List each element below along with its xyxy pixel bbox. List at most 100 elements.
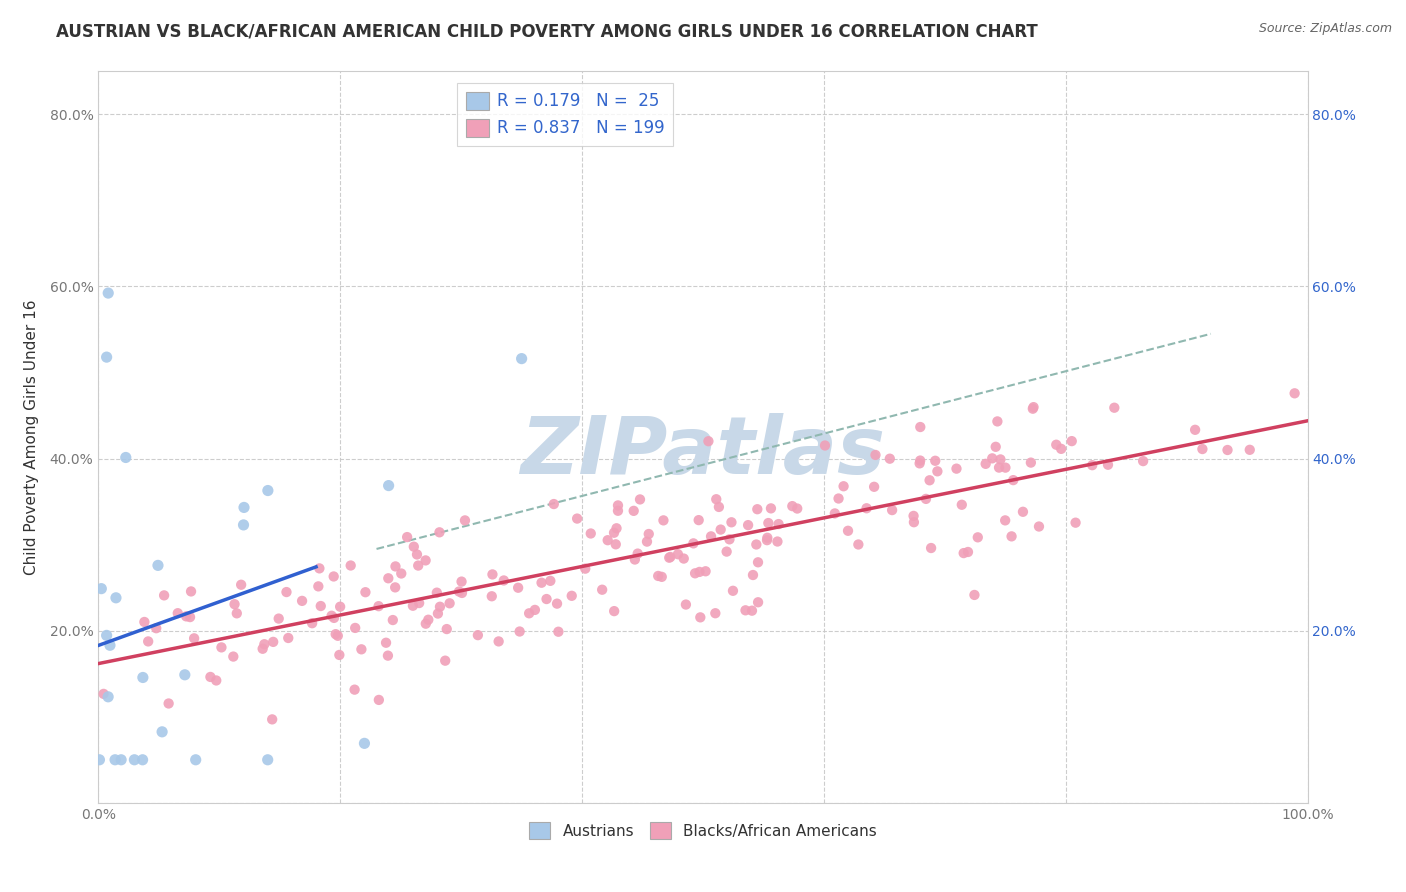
Point	[1216, 442, 1239, 457]
Point	[950, 498, 973, 512]
Point	[150, 724, 173, 739]
Point	[716, 544, 738, 558]
Y-axis label: Child Poverty Among Girls Under 16: Child Poverty Among Girls Under 16	[24, 300, 38, 574]
Point	[603, 604, 626, 618]
Point	[710, 523, 733, 537]
Point	[97, 286, 120, 301]
Point	[720, 516, 742, 530]
Point	[591, 582, 613, 597]
Point	[136, 634, 159, 648]
Point	[579, 526, 602, 541]
Point	[436, 622, 458, 636]
Point	[988, 460, 1011, 475]
Point	[209, 640, 232, 655]
Point	[1060, 434, 1083, 449]
Point	[530, 575, 553, 590]
Point	[231, 578, 253, 592]
Point	[450, 574, 472, 589]
Point	[131, 753, 153, 767]
Point	[546, 597, 568, 611]
Point	[492, 574, 515, 588]
Point	[607, 504, 630, 518]
Point	[747, 595, 769, 609]
Point	[439, 596, 461, 610]
Point	[966, 530, 988, 544]
Point	[233, 500, 256, 515]
Point	[846, 537, 869, 551]
Point	[508, 581, 530, 595]
Point	[984, 440, 1007, 454]
Point	[96, 628, 118, 642]
Point	[879, 451, 901, 466]
Point	[488, 634, 510, 648]
Point	[225, 607, 247, 621]
Point	[700, 529, 723, 543]
Legend: Austrians, Blacks/African Americans: Austrians, Blacks/African Americans	[522, 814, 884, 847]
Point	[1104, 401, 1126, 415]
Point	[257, 483, 280, 498]
Point	[1081, 458, 1104, 473]
Point	[652, 513, 675, 527]
Point	[683, 566, 706, 581]
Text: ZIPatlas: ZIPatlas	[520, 413, 886, 491]
Point	[603, 525, 626, 540]
Point	[672, 551, 695, 566]
Point	[786, 501, 808, 516]
Point	[745, 537, 768, 551]
Point	[688, 513, 710, 527]
Point	[741, 604, 763, 618]
Point	[110, 753, 132, 767]
Point	[146, 558, 169, 573]
Point	[145, 621, 167, 635]
Point	[173, 667, 195, 681]
Point	[291, 594, 314, 608]
Point	[367, 693, 389, 707]
Point	[307, 579, 329, 593]
Point	[1019, 456, 1042, 470]
Point	[406, 558, 429, 573]
Point	[134, 615, 156, 629]
Point	[824, 507, 846, 521]
Point	[814, 438, 837, 452]
Point	[377, 648, 399, 663]
Point	[704, 492, 727, 507]
Point	[837, 524, 859, 538]
Point	[538, 574, 561, 588]
Point	[647, 569, 669, 583]
Point	[963, 588, 986, 602]
Point	[377, 571, 399, 585]
Point	[747, 502, 769, 516]
Point	[1000, 529, 1022, 543]
Point	[952, 546, 974, 560]
Point	[104, 591, 127, 605]
Point	[262, 635, 284, 649]
Point	[918, 473, 941, 487]
Point	[256, 753, 278, 767]
Point	[467, 628, 489, 642]
Point	[179, 610, 201, 624]
Point	[253, 637, 276, 651]
Point	[377, 478, 399, 492]
Point	[481, 567, 503, 582]
Point	[756, 533, 779, 548]
Point	[389, 566, 412, 581]
Point	[908, 456, 931, 470]
Point	[153, 588, 176, 602]
Point	[737, 518, 759, 533]
Point	[1022, 400, 1045, 414]
Point	[994, 513, 1017, 527]
Point	[326, 629, 349, 643]
Point	[666, 547, 689, 561]
Point	[827, 491, 849, 506]
Point	[689, 610, 711, 624]
Point	[986, 414, 1008, 428]
Text: AUSTRIAN VS BLACK/AFRICAN AMERICAN CHILD POVERTY AMONG GIRLS UNDER 16 CORRELATIO: AUSTRIAN VS BLACK/AFRICAN AMERICAN CHILD…	[56, 22, 1038, 40]
Point	[375, 636, 398, 650]
Point	[659, 549, 682, 564]
Point	[759, 501, 782, 516]
Point	[354, 585, 377, 599]
Point	[908, 453, 931, 467]
Point	[174, 609, 197, 624]
Point	[406, 548, 429, 562]
Point	[132, 671, 155, 685]
